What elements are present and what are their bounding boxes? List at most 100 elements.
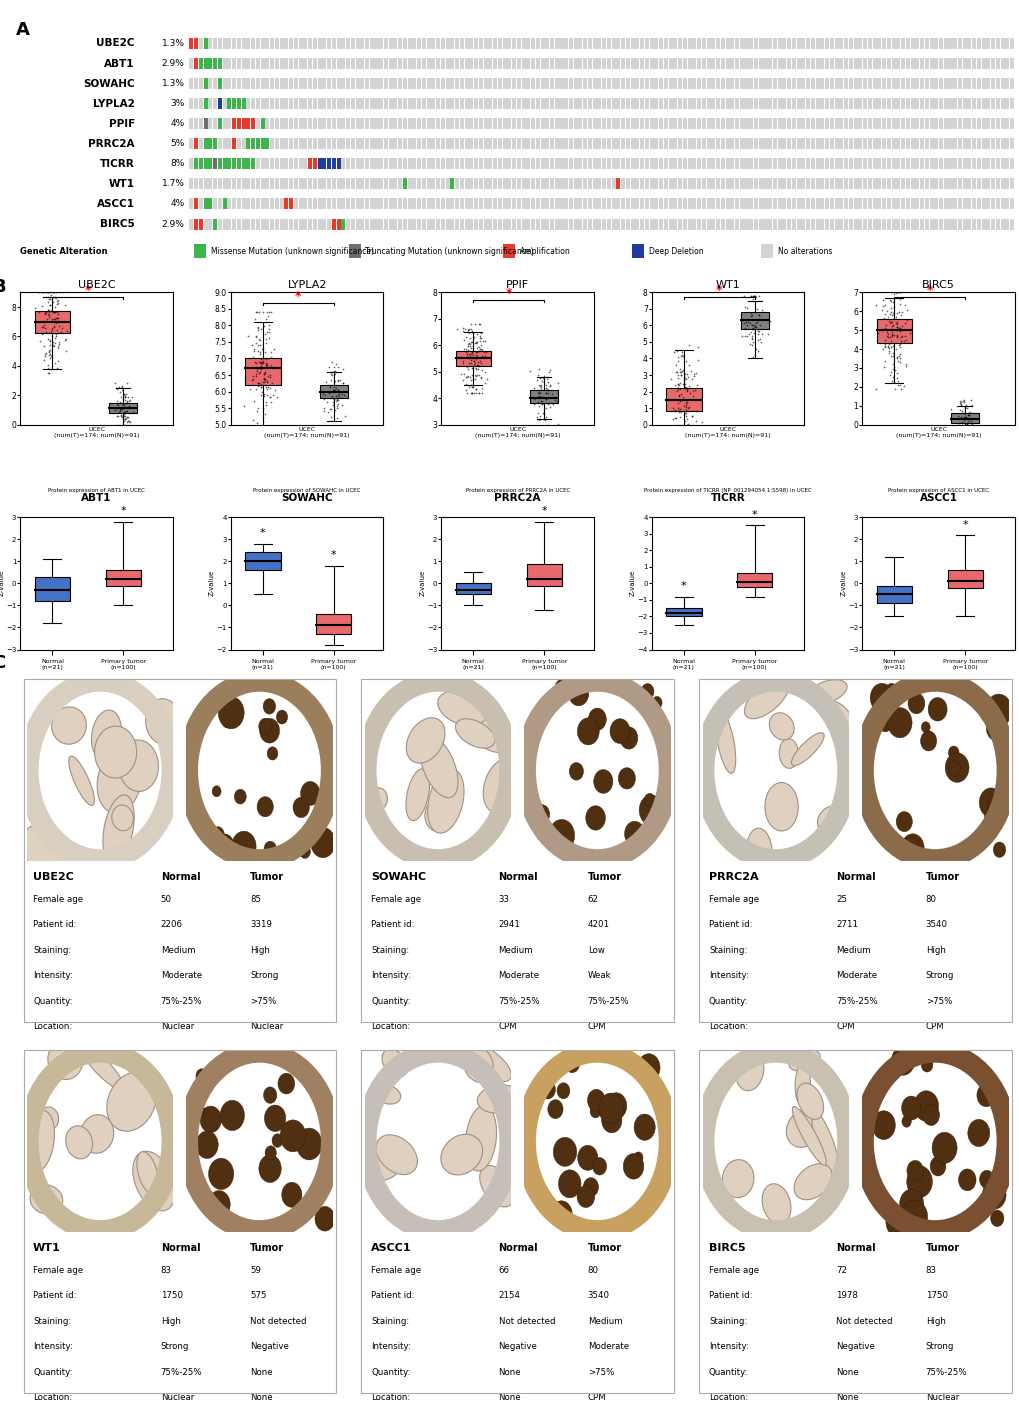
Text: 2.9%: 2.9% <box>161 59 184 68</box>
Bar <box>336 178 340 189</box>
Bar <box>891 58 895 69</box>
Bar <box>858 38 861 49</box>
Text: Patient id:: Patient id: <box>371 920 414 930</box>
Point <box>35 281 51 303</box>
Bar <box>819 119 823 130</box>
Bar <box>251 219 255 230</box>
Bar <box>564 119 568 130</box>
Point <box>115 392 131 415</box>
Point <box>322 375 338 398</box>
Bar <box>578 119 582 130</box>
Point <box>328 377 344 399</box>
Point <box>678 388 694 411</box>
Bar <box>279 219 283 230</box>
Point <box>325 360 341 382</box>
Bar <box>573 58 577 69</box>
Point <box>470 340 486 363</box>
Point <box>734 309 750 332</box>
Bar <box>621 199 625 209</box>
Bar <box>517 178 521 189</box>
Point <box>461 322 477 344</box>
Bar <box>303 199 307 209</box>
Point <box>960 404 976 426</box>
Bar <box>871 219 875 230</box>
Bar <box>218 58 222 69</box>
Bar <box>1000 119 1004 130</box>
Bar <box>971 78 975 89</box>
Point <box>325 378 341 401</box>
Bar <box>578 78 582 89</box>
Bar <box>896 178 900 189</box>
Bar <box>871 78 875 89</box>
Bar <box>299 138 303 150</box>
Bar <box>848 38 852 49</box>
Bar <box>957 158 961 169</box>
Point <box>253 357 269 380</box>
Point <box>467 381 483 404</box>
Text: Location:: Location: <box>708 1023 747 1031</box>
Point <box>34 322 50 344</box>
Bar <box>545 219 549 230</box>
Bar <box>744 219 748 230</box>
Bar <box>900 138 904 150</box>
Bar <box>445 99 449 109</box>
Bar <box>199 158 203 169</box>
Bar <box>383 38 387 49</box>
Bar <box>663 158 667 169</box>
Point <box>471 381 487 404</box>
Bar <box>615 178 620 189</box>
Point <box>676 401 692 423</box>
Point <box>107 373 123 395</box>
Point <box>871 319 888 341</box>
Bar <box>488 119 492 130</box>
Bar <box>360 219 364 230</box>
Point <box>48 325 64 347</box>
Point <box>462 333 478 356</box>
Bar <box>583 58 587 69</box>
Bar <box>469 119 473 130</box>
Bar <box>829 219 834 230</box>
Bar <box>222 158 226 169</box>
Bar <box>559 38 562 49</box>
Point <box>666 399 683 422</box>
Point <box>955 419 971 442</box>
Text: 83: 83 <box>161 1266 171 1274</box>
Bar <box>810 78 814 89</box>
Bar <box>953 158 956 169</box>
Bar <box>569 78 573 89</box>
Bar <box>454 138 459 150</box>
Point <box>538 374 554 396</box>
Point <box>472 326 488 349</box>
Bar <box>549 178 553 189</box>
Bar <box>284 219 288 230</box>
Bar <box>725 199 729 209</box>
Point <box>328 388 344 411</box>
Bar <box>578 219 582 230</box>
Bar <box>288 78 292 89</box>
Text: Nuclear: Nuclear <box>250 1023 283 1031</box>
Point <box>673 364 689 387</box>
Point <box>892 303 908 326</box>
Bar <box>924 158 928 169</box>
Bar <box>853 38 857 49</box>
Point <box>116 382 132 405</box>
Point <box>254 351 270 374</box>
Bar <box>397 138 401 150</box>
Bar <box>331 219 335 230</box>
Bar <box>928 199 932 209</box>
Point <box>44 316 60 339</box>
Bar <box>199 178 203 189</box>
Point <box>49 281 65 303</box>
Bar <box>805 158 809 169</box>
Point <box>882 281 899 303</box>
Point <box>882 320 899 343</box>
Bar <box>687 78 691 89</box>
Bar <box>417 138 421 150</box>
Bar <box>938 158 943 169</box>
Point <box>260 365 276 388</box>
Point <box>676 365 692 388</box>
Point <box>685 385 701 408</box>
Point <box>672 405 688 428</box>
Bar <box>261 119 264 130</box>
Bar <box>615 219 620 230</box>
